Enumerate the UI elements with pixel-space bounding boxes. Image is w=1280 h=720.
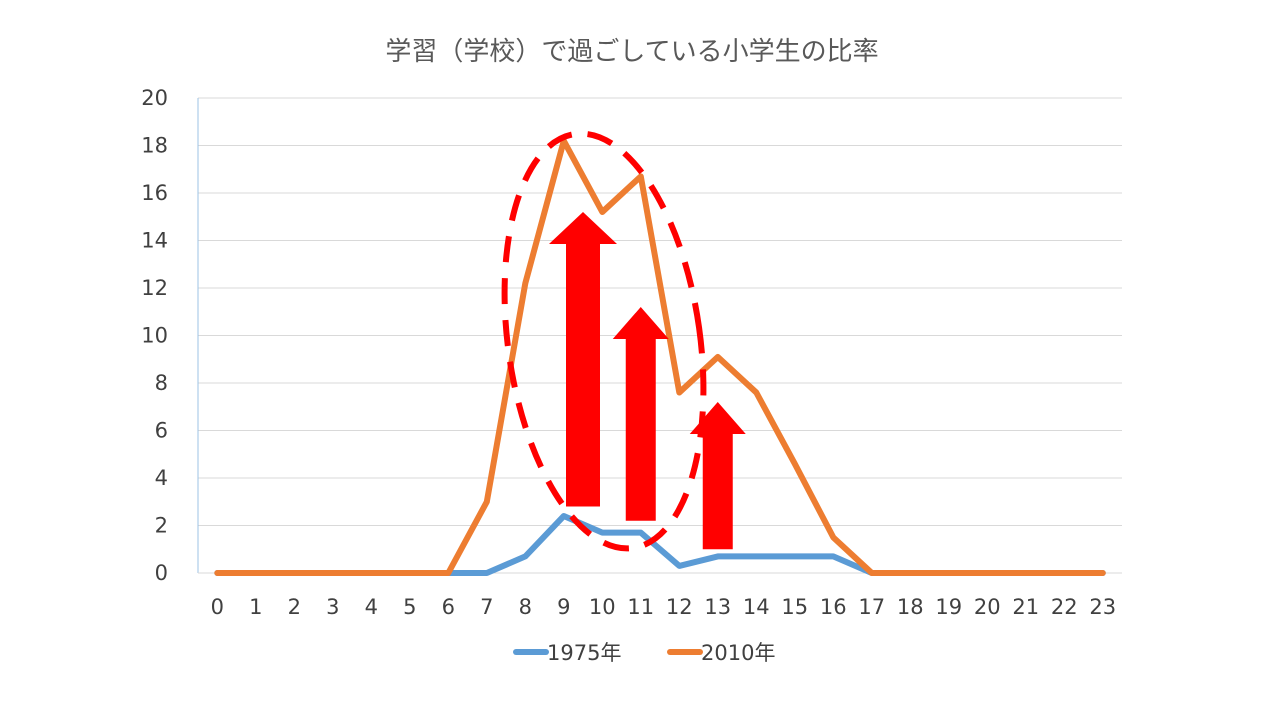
x-tick-label: 7 — [480, 595, 493, 619]
y-tick-label: 6 — [155, 419, 168, 443]
x-tick-label: 0 — [211, 595, 224, 619]
x-tick-label: 11 — [627, 595, 654, 619]
y-axis-ticks: 0 2 4 6 8 10 12 14 16 18 20 — [141, 86, 168, 585]
y-tick-label: 14 — [141, 229, 168, 253]
x-tick-label: 19 — [935, 595, 962, 619]
series-lines — [214, 137, 1106, 576]
chart-title: 学習（学校）で過ごしている小学生の比率 — [385, 37, 878, 67]
y-tick-label: 10 — [141, 324, 168, 348]
x-tick-label: 17 — [858, 595, 885, 619]
legend: 1975年 2010年 — [513, 641, 775, 665]
annotations — [501, 130, 746, 552]
series-line-1 — [214, 513, 1106, 576]
x-tick-label: 2 — [288, 595, 301, 619]
series-line-2 — [214, 137, 1106, 576]
legend-label: 2010年 — [701, 641, 775, 665]
y-tick-label: 8 — [155, 371, 168, 395]
x-tick-label: 10 — [589, 595, 616, 619]
x-tick-label: 22 — [1051, 595, 1078, 619]
y-tick-label: 0 — [155, 561, 168, 585]
y-tick-label: 2 — [155, 514, 168, 538]
x-tick-label: 5 — [403, 595, 416, 619]
x-tick-label: 20 — [974, 595, 1001, 619]
increase-arrow — [549, 212, 617, 507]
x-tick-label: 21 — [1012, 595, 1039, 619]
x-tick-label: 12 — [666, 595, 693, 619]
x-tick-label: 14 — [743, 595, 770, 619]
gridlines — [198, 97, 1122, 526]
y-tick-label: 20 — [141, 86, 168, 110]
x-tick-label: 3 — [326, 595, 339, 619]
x-tick-label: 6 — [442, 595, 455, 619]
x-tick-label: 1 — [249, 595, 262, 619]
y-tick-label: 16 — [141, 181, 168, 205]
x-tick-label: 16 — [820, 595, 847, 619]
x-tick-label: 9 — [557, 595, 570, 619]
highlight-ellipse — [501, 130, 707, 552]
x-tick-label: 23 — [1089, 595, 1116, 619]
x-tick-label: 8 — [519, 595, 532, 619]
increase-arrow — [689, 402, 746, 550]
x-tick-label: 18 — [897, 595, 924, 619]
x-axis-ticks: 0 1 2 3 4 5 6 7 8 9 10 11 12 13 14 15 16 17 18 19 20 21 22 23 — [211, 595, 1117, 619]
legend-label: 1975年 — [547, 641, 621, 665]
y-tick-label: 18 — [141, 134, 168, 158]
increase-arrow — [612, 307, 669, 521]
y-tick-label: 12 — [141, 276, 168, 300]
y-tick-label: 4 — [155, 466, 168, 490]
x-tick-label: 15 — [781, 595, 808, 619]
x-tick-label: 13 — [704, 595, 731, 619]
x-tick-label: 4 — [365, 595, 378, 619]
